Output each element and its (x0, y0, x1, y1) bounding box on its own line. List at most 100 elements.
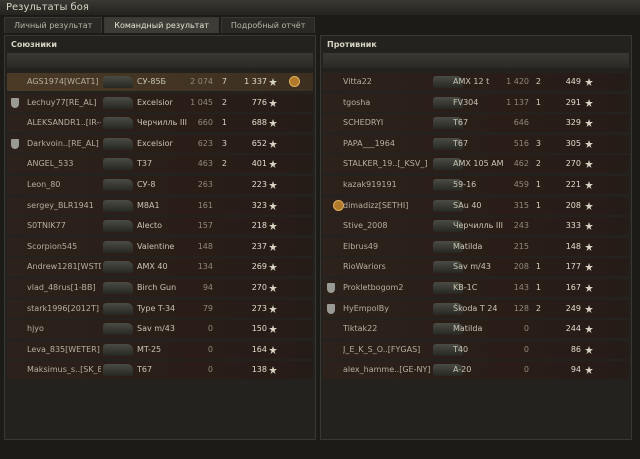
tank-name: СУ-8 (137, 180, 156, 189)
player-row: hjyo Sav m/43 0 150 (7, 320, 313, 339)
player-name: Stive_2008 (343, 221, 388, 231)
damage: 459 (513, 180, 529, 189)
player-name: Scorpion545 (27, 241, 78, 251)
damage: 0 (523, 324, 529, 334)
star (269, 78, 277, 86)
player-row: HyEmpolBy Škoda T 24 128 2 249 (323, 299, 629, 318)
frags: 1 (535, 283, 541, 292)
tank-image (103, 220, 133, 233)
tank-image (433, 96, 463, 109)
tank-name: A-20 (453, 365, 472, 375)
damage: 0 (207, 344, 213, 354)
tank-image (103, 158, 133, 171)
player-row: SCHEDRYI T67 646 329 (323, 114, 629, 133)
tank-image (103, 199, 133, 212)
player-name: tgosha (343, 97, 371, 107)
tab[interactable]: Подробный отчёт (220, 17, 316, 33)
player-name: PAPA___1964 (343, 138, 395, 148)
player-row: J_E_K_S_O..[FYGAS] T40 0 86 (323, 340, 629, 359)
star (269, 263, 277, 272)
tank-name: T67 (453, 138, 469, 148)
frags: 3 (221, 138, 227, 148)
xp-icon (269, 181, 277, 189)
xp-icon (269, 222, 277, 231)
tank-name: AMX 40 (137, 262, 168, 272)
player-row: alex_hamme..[GE-NY] A-20 0 94 (323, 361, 629, 380)
player-row: sergey_BLR1941 M8A1 161 323 (7, 196, 313, 215)
player-row: Lechuy77[RE_AL] Excelsior 1 045 2 776 (7, 93, 313, 112)
star (585, 345, 593, 354)
tank-image (433, 323, 463, 336)
player-row: tgosha FV304 1 137 1 291 (323, 93, 629, 112)
star (269, 201, 277, 210)
xp-icon (269, 263, 277, 272)
xp-icon (269, 325, 277, 334)
xp-icon (585, 160, 593, 169)
player-name: Maksimus_s..[SK_BR] (27, 365, 101, 375)
panel-title: Союзники (11, 40, 57, 49)
player-name: Vitta22 (343, 77, 372, 86)
tank-name: Черчилль III (453, 221, 503, 231)
player-row: ALEKSANDR1..[IR--S] Черчилль III 660 1 688 (7, 114, 313, 133)
player-name: J_E_K_S_O..[FYGAS] (343, 344, 421, 354)
damage: 623 (197, 138, 213, 148)
tank-image (103, 261, 133, 274)
tab[interactable]: Командный результат (104, 17, 219, 33)
tab[interactable]: Личный результат (4, 17, 103, 33)
star (585, 304, 593, 313)
tank-image (103, 179, 133, 191)
star (585, 325, 593, 334)
xp-icon (269, 284, 277, 292)
tank-image (103, 117, 133, 130)
player-name: Lechuy77[RE_AL] (27, 97, 97, 107)
experience: 221 (565, 180, 581, 189)
experience: 401 (251, 159, 267, 169)
player-name: ALEKSANDR1..[IR--S] (27, 118, 101, 128)
player-row: vlad_48rus[1-BB] Birch Gun 94 270 (7, 279, 313, 297)
damage: 128 (513, 303, 529, 313)
player-name: Elbrus49 (343, 241, 379, 251)
tank-name: T67 (137, 365, 153, 375)
player-row: Vitta22 AMX 12 t 1 420 2 449 (323, 73, 629, 91)
medal-icon (333, 199, 344, 211)
frags: 1 (535, 97, 541, 107)
player-row: Andrew1281[WSTD1] AMX 40 134 269 (7, 258, 313, 277)
enemies-panel: Противник Vitta22 AMX 12 t 1 420 2 449 tgosha… (320, 35, 632, 440)
star (585, 139, 593, 148)
tank-name: T40 (453, 344, 469, 354)
xp-icon (585, 284, 593, 292)
tank-name: Škoda T 24 (453, 303, 498, 313)
xp-icon (585, 201, 593, 210)
tank-image (433, 261, 463, 274)
player-row: RioWariors Sav m/43 208 1 177 (323, 258, 629, 277)
damage: 1 420 (506, 77, 529, 86)
clan-icon (327, 283, 335, 293)
experience: 208 (565, 200, 581, 210)
tank-name: M8A1 (137, 200, 160, 210)
player-name: kazak919191 (343, 180, 397, 189)
xp-icon (585, 242, 593, 251)
xp-icon (585, 181, 593, 189)
damage: 660 (197, 118, 213, 128)
frags: 1 (535, 180, 541, 189)
tank-image (103, 96, 133, 109)
star (269, 139, 277, 148)
player-name: HyEmpolBy (343, 303, 390, 313)
frags: 2 (221, 97, 227, 107)
tank-name: FV304 (453, 97, 479, 107)
player-name: S0TNIK77 (27, 221, 66, 231)
tank-image (103, 240, 133, 253)
xp-icon (585, 366, 593, 375)
experience: 249 (565, 303, 581, 313)
tank-name: Matilda (453, 241, 483, 251)
tank-image (433, 282, 463, 294)
tank-name: AMX 105 AM (453, 159, 503, 169)
star (585, 242, 593, 251)
xp-icon (585, 222, 593, 231)
damage: 516 (513, 138, 529, 148)
damage: 143 (513, 283, 529, 292)
player-row: kazak919191 59-16 459 1 221 (323, 176, 629, 194)
player-row: Prokletbogom2 KB-1C 143 1 167 (323, 279, 629, 297)
xp-icon (585, 345, 593, 354)
tank-image (433, 137, 463, 150)
